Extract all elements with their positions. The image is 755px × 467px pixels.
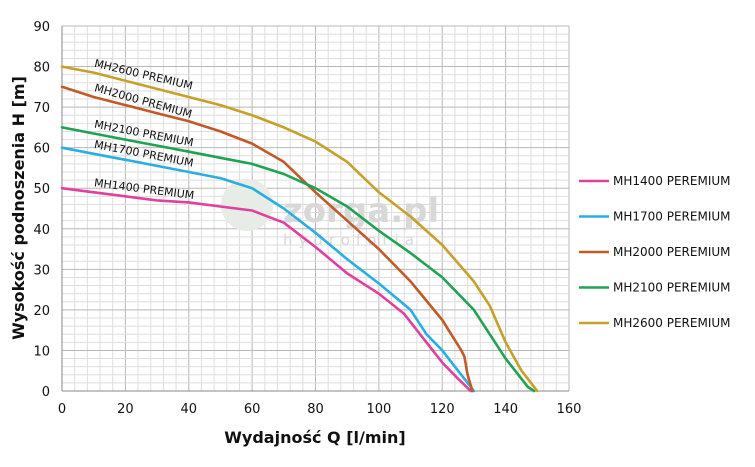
x-tick-label: 160 [557, 402, 582, 417]
y-tick-label: 90 [33, 20, 50, 35]
y-tick-label: 30 [33, 263, 50, 278]
legend-label: MH2600 PEREMIUM [613, 316, 731, 330]
watermark-text: zorga.pl [283, 191, 439, 231]
legend-label: MH2100 PEREMIUM [613, 281, 731, 295]
series-line-mh2000-peremium [60, 85, 474, 393]
x-tick-label: 40 [180, 402, 197, 417]
watermark-subtext: hydroforia [283, 231, 420, 249]
y-tick-label: 20 [33, 304, 50, 319]
series-line-mh1400-peremium [60, 186, 473, 393]
x-tick-label: 100 [366, 402, 391, 417]
x-tick-label: 20 [117, 402, 134, 417]
x-axis-title: Wydajność Q [l/min] [224, 428, 405, 447]
series-line-mh2600-peremium [60, 65, 539, 393]
x-tick-label: 60 [244, 402, 261, 417]
y-tick-label: 40 [33, 223, 50, 238]
y-tick-label: 70 [33, 101, 50, 116]
x-tick-label: 0 [58, 402, 66, 417]
x-tick-label: 80 [307, 402, 324, 417]
legend: MH1400 PEREMIUM MH1700 PEREMIUM MH2000 PER… [579, 174, 731, 330]
series-line-mh1700-peremium [60, 146, 476, 393]
x-tick-label: 120 [430, 402, 455, 417]
series-layer [60, 65, 539, 393]
legend-label: MH1700 PEREMIUM [613, 210, 731, 224]
y-axis-title: Wysokość podnoszenia H [m] [9, 76, 28, 340]
grid [61, 25, 570, 392]
legend-label: MH2000 PEREMIUM [613, 245, 731, 259]
y-tick-label: 10 [33, 344, 50, 359]
watermark: zorga.pl hydroforia [221, 179, 439, 249]
legend-label: MH1400 PEREMIUM [613, 174, 731, 188]
y-tick-label: 0 [42, 385, 50, 400]
y-tick-label: 60 [33, 142, 50, 157]
y-tick-label: 80 [33, 61, 50, 76]
y-tick-label: 50 [33, 182, 50, 197]
x-tick-label: 140 [493, 402, 518, 417]
series-line-mh2100-peremium [60, 126, 536, 393]
